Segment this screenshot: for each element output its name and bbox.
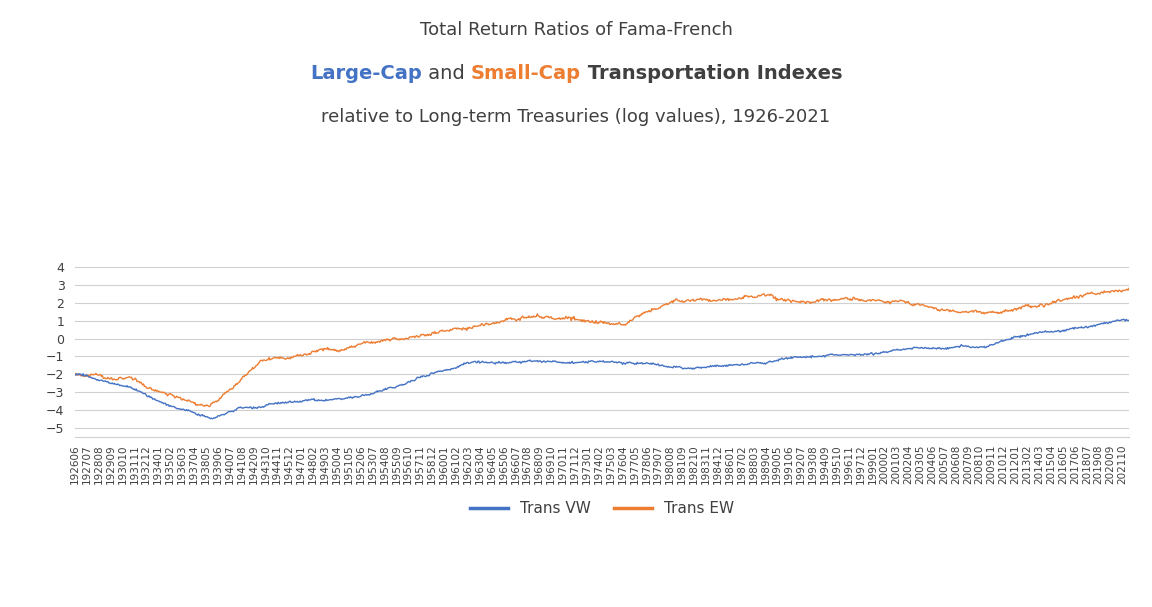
Text: Large-Cap: Large-Cap <box>310 64 422 83</box>
Text: Transportation Indexes: Transportation Indexes <box>581 64 842 83</box>
Text: and: and <box>422 64 471 83</box>
Text: Small-Cap: Small-Cap <box>471 64 581 83</box>
Legend: Trans VW, Trans EW: Trans VW, Trans EW <box>463 495 741 523</box>
Text: relative to Long-term Treasuries (log values), 1926-2021: relative to Long-term Treasuries (log va… <box>321 108 831 126</box>
Text: Total Return Ratios of Fama-French: Total Return Ratios of Fama-French <box>419 21 733 39</box>
